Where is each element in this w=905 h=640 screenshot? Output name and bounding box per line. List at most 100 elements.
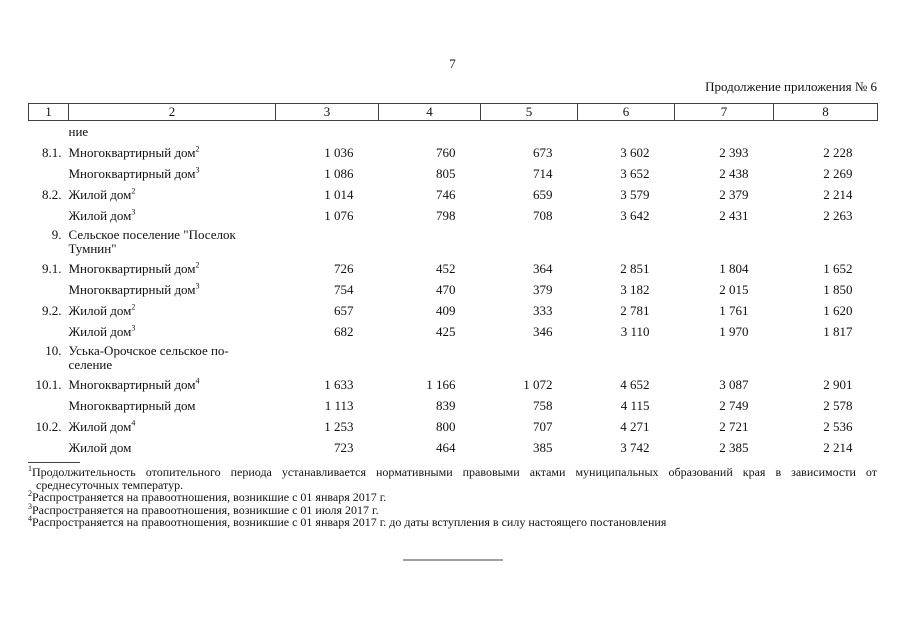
value-cell: 1 086 xyxy=(324,166,354,181)
row-number-cell: 9. xyxy=(51,227,62,242)
row-label-cell: Жилой дом xyxy=(68,440,132,455)
table-row: 10.1. Многоквартирный дом4 1 633 1 166 1 072… xyxy=(29,374,878,395)
value-cell: 364 xyxy=(533,261,553,276)
value-cell: 2 015 xyxy=(719,282,749,297)
row-label-cell: ние xyxy=(68,124,89,139)
value-cell: 754 xyxy=(334,282,354,297)
value-cell: 1 970 xyxy=(719,324,749,339)
value-cell: 2 214 xyxy=(823,440,853,455)
value-cell: 3 602 xyxy=(620,145,650,160)
value-cell xyxy=(774,121,878,143)
tariff-table: 1 2 3 4 5 6 7 8 ние 8.1. Многоквартирный д… xyxy=(28,103,878,458)
value-cell: 470 xyxy=(436,282,456,297)
row-number-cell xyxy=(29,279,69,300)
row-number-cell: 9.2. xyxy=(42,303,62,318)
table-row: Жилой дом3 682 425 346 3 110 1 970 1 817 xyxy=(29,321,878,342)
value-cell: 805 xyxy=(436,166,456,181)
value-cell: 2 578 xyxy=(823,398,853,413)
value-cell: 452 xyxy=(436,261,456,276)
row-number-cell: 10. xyxy=(45,343,62,358)
column-header: 6 xyxy=(577,103,675,121)
footnote-reference: 4 xyxy=(195,376,200,386)
value-cell: 708 xyxy=(533,208,553,223)
value-cell: 409 xyxy=(436,303,456,318)
value-cell xyxy=(578,342,675,374)
footnote: 3Распространяется на правоотношения, воз… xyxy=(28,501,877,517)
table-row: 8.1. Многоквартирный дом2 1 036 760 673 3 602… xyxy=(29,142,878,163)
column-header: 8 xyxy=(773,103,878,121)
row-label-cell: Многоквартирный дом xyxy=(68,398,196,413)
value-cell xyxy=(675,226,774,258)
column-header: 2 xyxy=(68,103,276,121)
row-label-cell: Сельское поселение "Поселок Тумнин" xyxy=(68,227,236,256)
value-cell: 1 620 xyxy=(823,303,853,318)
value-cell xyxy=(481,226,578,258)
value-cell: 4 115 xyxy=(620,398,650,413)
value-cell: 798 xyxy=(436,208,456,223)
value-cell xyxy=(578,121,675,143)
value-cell: 2 269 xyxy=(823,166,853,181)
footnote-marker: 4 xyxy=(28,514,32,523)
value-cell: 2 393 xyxy=(719,145,749,160)
value-cell: 673 xyxy=(533,145,553,160)
value-cell: 659 xyxy=(533,187,553,202)
footnote-marker: 1 xyxy=(28,464,32,473)
table-header-row: 1 2 3 4 5 6 7 8 xyxy=(28,103,878,121)
value-cell xyxy=(276,342,379,374)
row-label-cell: Жилой дом4 xyxy=(68,418,136,434)
value-cell: 2 781 xyxy=(620,303,650,318)
row-label-cell: Многоквартирный дом3 xyxy=(68,165,200,181)
column-header: 1 xyxy=(28,103,69,121)
table-row: 9.1. Многоквартирный дом2 726 452 364 2 851 1 … xyxy=(29,258,878,279)
value-cell xyxy=(774,226,878,258)
table-row: Многоквартирный дом3 1 086 805 714 3 652 2 43… xyxy=(29,163,878,184)
value-cell: 379 xyxy=(533,282,553,297)
value-cell xyxy=(675,121,774,143)
value-cell: 1 036 xyxy=(324,145,354,160)
value-cell: 2 431 xyxy=(719,208,749,223)
footnote-reference: 3 xyxy=(131,323,136,333)
footnote-text: Распространяется на правоотношения, возн… xyxy=(32,515,667,529)
value-cell: 758 xyxy=(533,398,553,413)
footnote-marker: 3 xyxy=(28,501,32,511)
value-cell: 3 652 xyxy=(620,166,650,181)
row-label-cell: Жилой дом2 xyxy=(68,302,136,318)
value-cell: 839 xyxy=(436,398,456,413)
value-cell: 1 761 xyxy=(719,303,749,318)
value-cell: 707 xyxy=(533,419,553,434)
value-cell xyxy=(675,342,774,374)
page-bottom-rule xyxy=(402,559,503,561)
value-cell: 346 xyxy=(533,324,553,339)
value-cell: 2 901 xyxy=(823,377,853,392)
footnote: 1Продолжительность отопительного периода… xyxy=(28,464,877,491)
footnote: 4Распространяется на правоотношения, воз… xyxy=(28,514,877,529)
value-cell: 2 721 xyxy=(719,419,749,434)
value-cell: 1 817 xyxy=(823,324,853,339)
value-cell: 1 166 xyxy=(426,377,456,392)
value-cell: 2 228 xyxy=(823,145,853,160)
value-cell: 800 xyxy=(436,419,456,434)
value-cell xyxy=(379,342,481,374)
row-number-cell: 10.2. xyxy=(35,419,62,434)
row-number-cell xyxy=(29,205,69,226)
row-number-cell xyxy=(29,163,69,184)
footnote-text: Распространяется на правоотношения, возн… xyxy=(32,490,387,504)
value-cell: 1 633 xyxy=(324,377,354,392)
value-cell: 333 xyxy=(533,303,553,318)
row-label-cell: Многоквартирный дом4 xyxy=(68,376,200,392)
row-number-cell: 8.2. xyxy=(42,187,62,202)
row-label-cell: Многоквартирный дом2 xyxy=(68,260,200,276)
value-cell: 1 113 xyxy=(324,398,354,413)
value-cell: 1 850 xyxy=(823,282,853,297)
row-label-cell: Уська-Орочское сельское по-селение xyxy=(68,343,229,372)
value-cell xyxy=(774,342,878,374)
table-row: Многоквартирный дом3 754 470 379 3 182 2 015 1… xyxy=(29,279,878,300)
value-cell: 2 536 xyxy=(823,419,853,434)
column-header: 3 xyxy=(275,103,379,121)
column-header: 4 xyxy=(378,103,481,121)
value-cell: 3 182 xyxy=(620,282,650,297)
footnote-reference: 3 xyxy=(195,165,200,175)
footnote-reference: 4 xyxy=(131,418,136,428)
row-number-cell xyxy=(29,395,69,416)
value-cell xyxy=(276,121,379,143)
